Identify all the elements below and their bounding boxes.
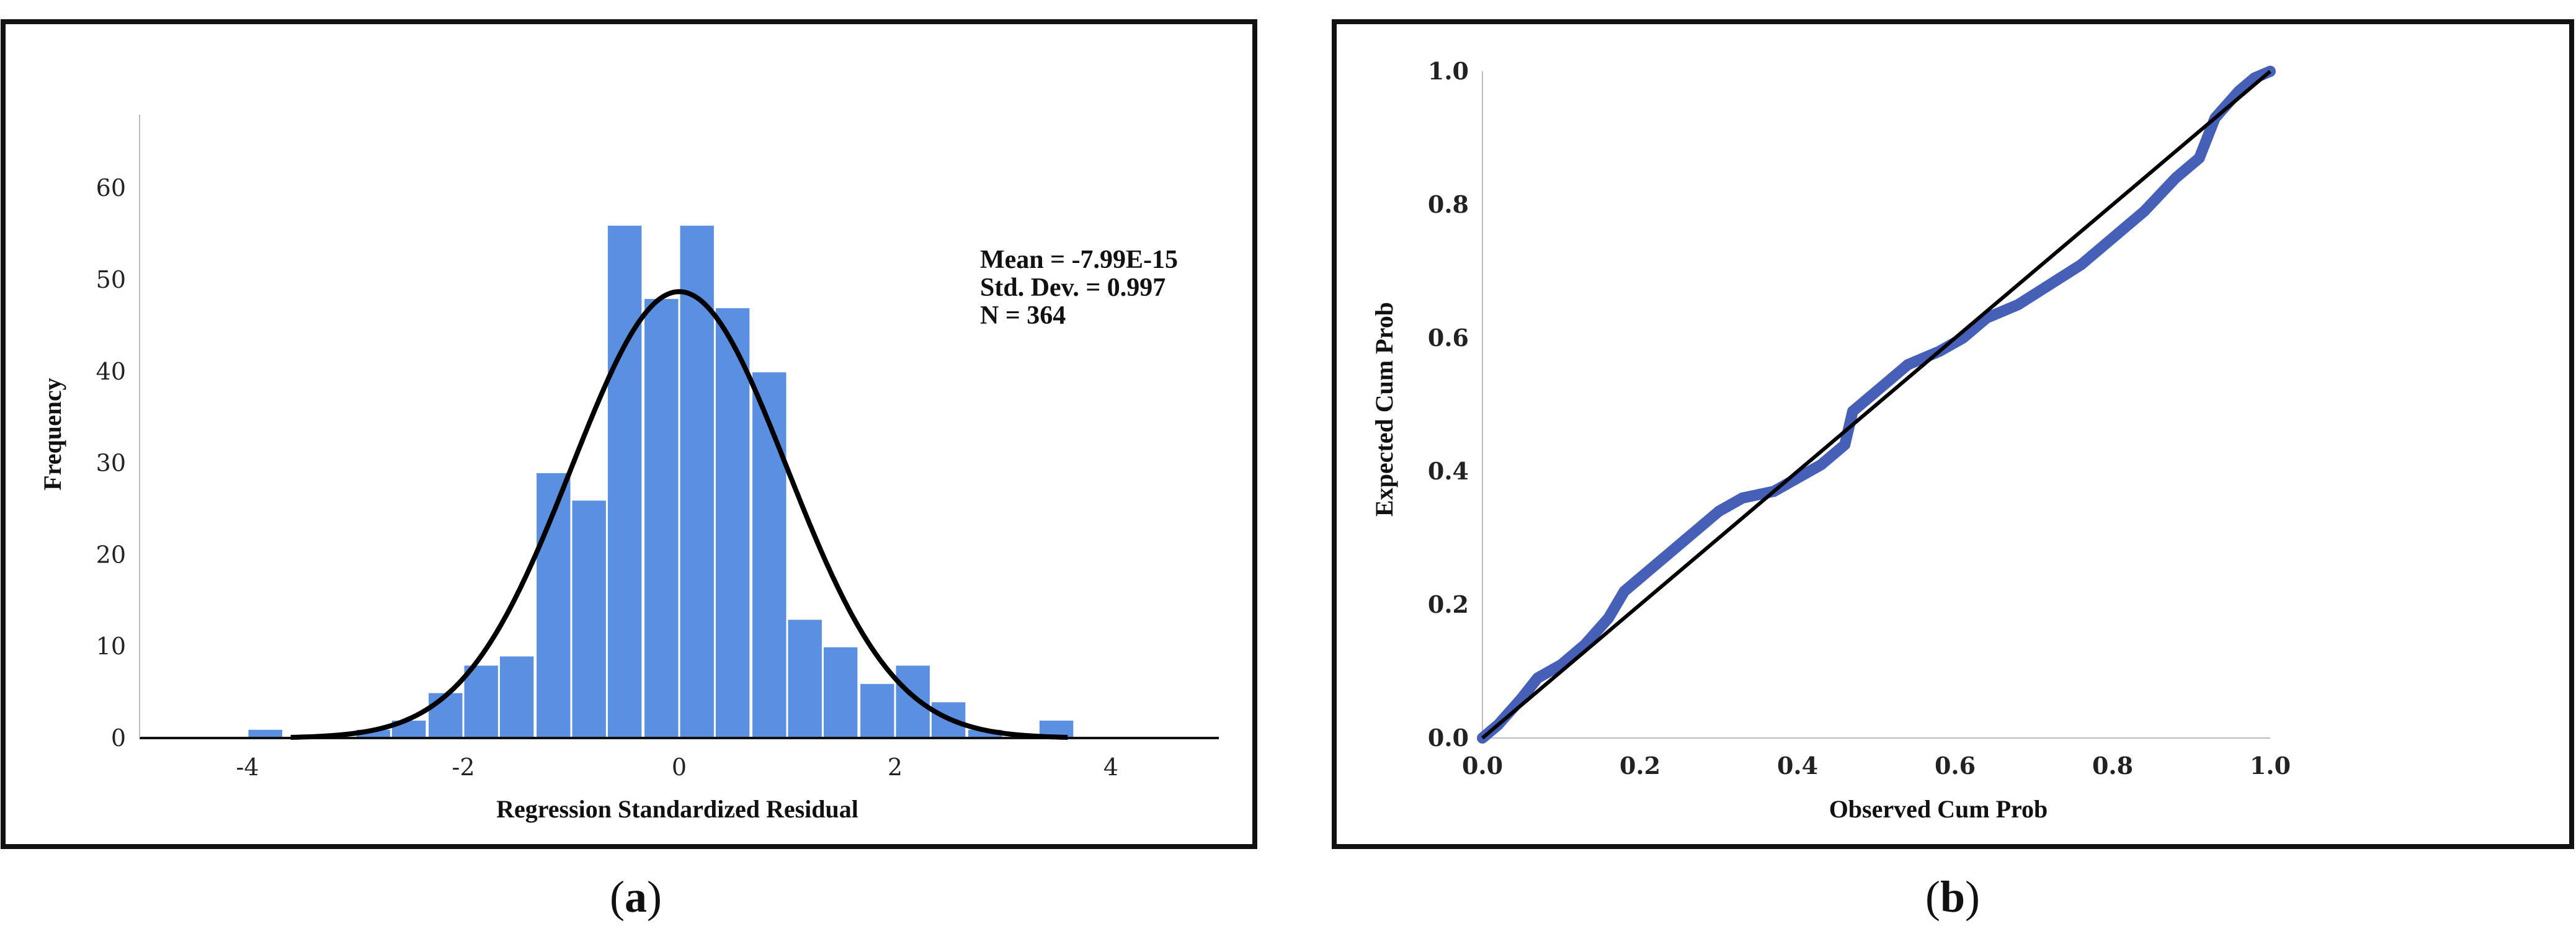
pp-y-tick-label: 0.8 (1428, 190, 1469, 218)
y-tick-label: 30 (96, 450, 126, 477)
y-tick-label: 0 (111, 724, 126, 752)
pp-x-tick-label: 0.0 (1462, 752, 1503, 780)
pp-x-tick-label: 0.4 (1777, 752, 1818, 780)
x-tick-label: 4 (1103, 754, 1118, 781)
x-tick-label: 0 (672, 754, 687, 781)
caption-b: (b) (1925, 872, 1980, 922)
y-tick-label: 20 (96, 541, 126, 568)
histogram-bar (894, 664, 932, 739)
histogram-bar (858, 682, 896, 739)
y-tick-label: 50 (96, 266, 126, 293)
y-tick-label: 60 (96, 174, 126, 202)
normal-curve (290, 289, 1068, 740)
histogram-bar (786, 618, 824, 739)
histogram-bar (821, 645, 860, 739)
pp-y-tick-label: 0.6 (1428, 324, 1469, 352)
x-tick-label: -4 (236, 754, 259, 781)
stat-mean: Mean = -7.99E-15 (980, 246, 1178, 274)
histogram-bar (497, 654, 536, 739)
pp-x-tick-label: 0.6 (1935, 752, 1976, 780)
histogram-bar (427, 691, 465, 739)
pp-y-tick-label: 1.0 (1428, 57, 1469, 85)
pp-reference-line-path (1481, 69, 2271, 740)
histogram-bar (570, 499, 608, 739)
histogram-y-axis-label: Frequency (38, 378, 66, 490)
y-tick-label: 40 (96, 358, 126, 385)
histogram-bar (462, 664, 500, 739)
histogram-bar (678, 223, 716, 739)
histogram-x-axis-label: Regression Standardized Residual (496, 795, 858, 823)
histogram-bar (605, 223, 644, 739)
pp-x-axis-label: Observed Cum Prob (1829, 795, 2048, 823)
histogram-bar (751, 370, 788, 739)
pp-x-tick-label: 1.0 (2250, 752, 2291, 780)
pp-y-axis-label: Expected Cum Prob (1370, 302, 1398, 517)
histogram-bar (643, 297, 680, 739)
y-tick-label: 10 (96, 633, 126, 660)
stat-n: N = 364 (980, 301, 1066, 330)
pp-plot-tick-labels: 0.0 0.2 0.4 0.6 0.8 1.0 0.0 0.2 0.4 0.6 0.8 1.0 (1428, 57, 2291, 780)
pp-y-tick-label: 0.0 (1428, 724, 1469, 752)
x-tick-label: 2 (888, 754, 902, 781)
pp-y-tick-label: 0.4 (1428, 457, 1469, 485)
normal-curve-line (290, 289, 1068, 740)
histogram-bars (246, 223, 1076, 739)
pp-x-tick-label: 0.8 (2092, 752, 2133, 780)
pp-plot-axes (1482, 71, 2270, 739)
pp-x-tick-label: 0.2 (1620, 752, 1660, 780)
caption-a: (a) (610, 872, 662, 922)
panel-b-frame (1332, 19, 2574, 849)
histogram-bar (246, 727, 284, 739)
x-tick-label: -2 (452, 754, 475, 781)
pp-y-tick-label: 0.2 (1428, 590, 1469, 618)
pp-reference-line (1481, 69, 2271, 740)
stat-std-dev: Std. Dev. = 0.997 (980, 274, 1165, 302)
